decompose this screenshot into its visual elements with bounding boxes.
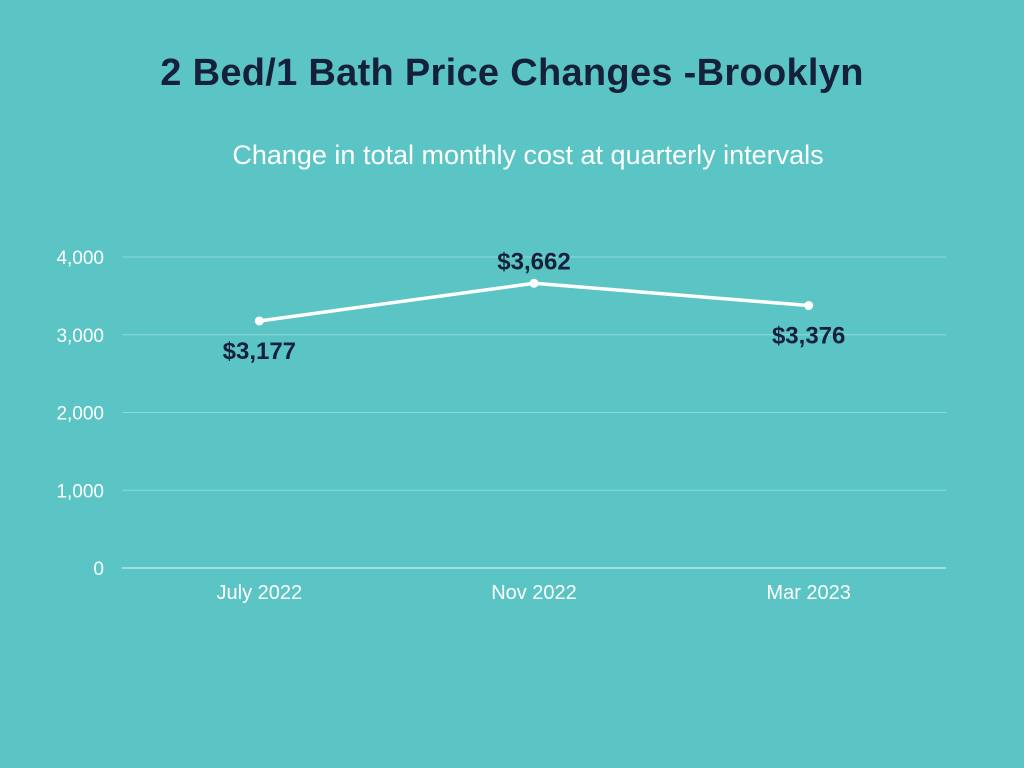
data-label: $3,376 [772,323,845,350]
y-tick-label: 2,000 [56,404,104,425]
data-label: $3,177 [223,338,296,365]
y-tick-label: 1,000 [56,481,104,502]
y-tick-label: 0 [93,559,104,580]
series-line-group [257,281,811,323]
y-tick-label: 4,000 [56,248,104,269]
data-labels: $3,177 $3,662 $3,376 [223,248,846,365]
series-line [257,281,811,323]
x-axis-tick-labels: July 2022 Nov 2022 Mar 2023 [217,582,851,604]
gridlines [122,256,946,569]
y-tick-label: 3,000 [56,326,104,347]
chart-title: 2 Bed/1 Bath Price Changes -Brooklyn [160,52,864,94]
data-point [529,278,539,288]
data-points [254,278,814,326]
chart-subtitle: Change in total monthly cost at quarterl… [232,140,824,170]
x-tick-label: Mar 2023 [766,582,851,604]
data-label: $3,662 [497,248,570,275]
x-tick-label: July 2022 [217,582,303,604]
x-tick-label: Nov 2022 [491,582,577,604]
data-point [254,316,264,326]
y-axis-tick-labels: 0 1,000 2,000 3,000 4,000 [56,248,104,580]
data-point [804,301,814,311]
